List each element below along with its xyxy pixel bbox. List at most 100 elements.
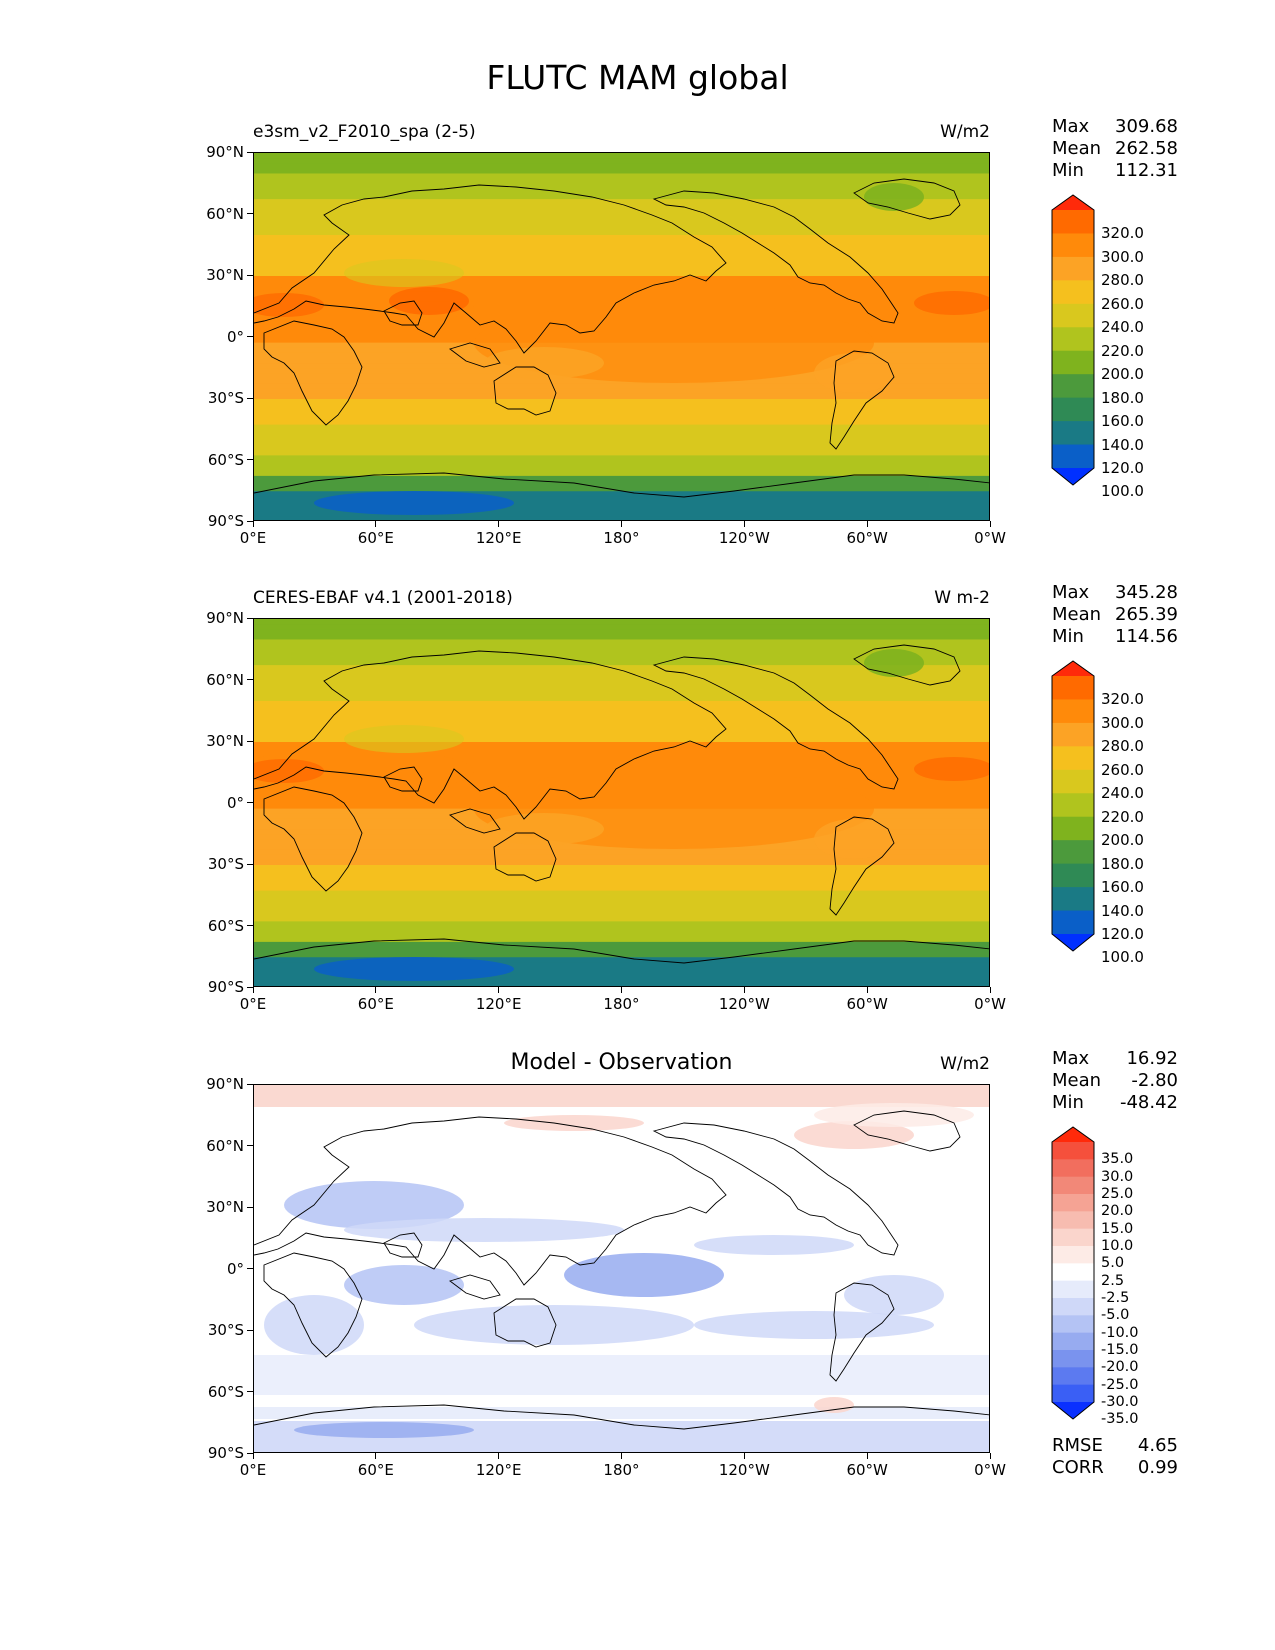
field-band [254, 481, 989, 487]
lat-tick-label: 60°N [206, 670, 244, 689]
lat-tick-label: 90°S [207, 512, 244, 530]
stats-block: Max 345.28 Mean 265.39 Min 114.56 [1052, 582, 1178, 648]
panel-center-title: Model - Observation [510, 1050, 733, 1075]
colorbar-level-label: 320.0 [1101, 690, 1144, 709]
lat-tick-mark [247, 863, 253, 865]
lat-tick-label: 60°S [207, 916, 244, 935]
colorbar-segment [1052, 1384, 1094, 1403]
stat-row: Min 114.56 [1052, 626, 1178, 648]
field-band [254, 470, 989, 477]
field-band [254, 982, 989, 986]
field-band [254, 260, 989, 267]
field-band [254, 475, 989, 482]
field-band [254, 962, 989, 969]
coastline [493, 832, 557, 882]
colorbar-wrapper [1051, 660, 1095, 956]
field-band [254, 706, 989, 712]
lat-tick-mark [247, 1268, 253, 1269]
lon-tick-label: 0°W [974, 1461, 1006, 1479]
field-band [254, 742, 989, 748]
colorbar-level-label: 140.0 [1101, 435, 1144, 454]
lat-tick-mark [247, 617, 253, 619]
lon-tick-label: 60°W [846, 995, 888, 1013]
field-band [254, 429, 989, 436]
lat-tick-mark [247, 151, 253, 153]
stat-row: Mean 262.58 [1052, 138, 1178, 160]
field-band [254, 911, 989, 917]
field-band [254, 952, 989, 958]
stat-value: 112.31 [1115, 160, 1178, 181]
coastline [493, 366, 557, 416]
stat-value: 114.56 [1115, 626, 1178, 647]
lat-tick-mark [247, 679, 253, 680]
field-band [254, 757, 989, 764]
field-band [254, 194, 989, 200]
colorbar-segment [1052, 1176, 1094, 1195]
colorbar-level-label: -5.0 [1101, 1307, 1130, 1324]
difference-region [294, 1422, 474, 1438]
lat-tick-label: 30°N [206, 266, 244, 284]
field-band [254, 941, 989, 948]
field-band [254, 445, 989, 451]
coastline [853, 1110, 961, 1152]
field-band [254, 209, 989, 216]
colorbar-segment [1052, 887, 1094, 912]
colorbar-segment [1052, 327, 1094, 352]
colorbar-segment [1052, 816, 1094, 841]
colorbar-segment [1052, 722, 1094, 747]
colorbar-level-label: 220.0 [1101, 341, 1144, 360]
lat-tick-mark [247, 802, 253, 803]
stats-block: Max 16.92 Mean -2.80 Min -48.42 [1052, 1048, 1178, 1114]
lat-tick-label: 60°N [206, 1136, 244, 1155]
cold-region [314, 957, 514, 981]
field-band [254, 460, 989, 467]
lon-tick-mark [375, 521, 377, 527]
field-band [254, 660, 989, 666]
stat-row: Max 309.68 [1052, 116, 1178, 138]
colorbar-level-label: 30.0 [1101, 1168, 1134, 1185]
colorbar [1051, 660, 1095, 952]
stat-label: Min [1052, 1092, 1084, 1113]
colorbar-segment [1052, 421, 1094, 446]
field-band [254, 731, 989, 738]
coastline [652, 190, 899, 324]
colorbar-segment [1052, 863, 1094, 888]
colorbar-segment [1052, 1263, 1094, 1282]
field-band [254, 619, 989, 625]
field-band [254, 736, 989, 743]
field-band [254, 286, 989, 292]
colorbar-segment [1052, 256, 1094, 281]
coastline [383, 1232, 423, 1258]
colorbar-wrapper [1051, 194, 1095, 490]
difference-region [694, 1311, 934, 1339]
colorbar [1051, 194, 1095, 486]
lon-tick-mark [375, 987, 377, 993]
panel-left-title: e3sm_v2_F2010_spa (2-5) [253, 122, 476, 142]
colorbar-segment [1052, 1298, 1094, 1316]
field-band [254, 880, 989, 887]
lat-tick-label: 30°S [207, 855, 244, 873]
field-layer [254, 1085, 989, 1452]
field-band [254, 440, 989, 446]
field-band [254, 506, 989, 513]
lon-tick-mark [743, 521, 745, 527]
colorbar-segment [1052, 1350, 1094, 1368]
field-band [254, 747, 989, 753]
cool-region [484, 813, 604, 845]
colorbar-level-label: 100.0 [1101, 948, 1144, 967]
colorbar-level-label: 140.0 [1101, 901, 1144, 920]
field-band [254, 644, 989, 651]
colorbar-segment [1052, 303, 1094, 328]
map-canvas [254, 153, 989, 520]
lon-tick-mark [375, 1453, 377, 1459]
colorbar-level-label: 220.0 [1101, 807, 1144, 826]
stat-row: Mean 265.39 [1052, 604, 1178, 626]
field-band [254, 926, 989, 933]
lon-tick-label: 60°E [357, 1461, 394, 1479]
coastline [493, 1298, 557, 1348]
lat-tick-label: 60°N [206, 204, 244, 223]
field-band [254, 291, 989, 298]
colorbar-extend-bottom [1052, 1402, 1094, 1419]
lat-tick-label: 0° [226, 327, 244, 346]
field-band [254, 695, 989, 702]
